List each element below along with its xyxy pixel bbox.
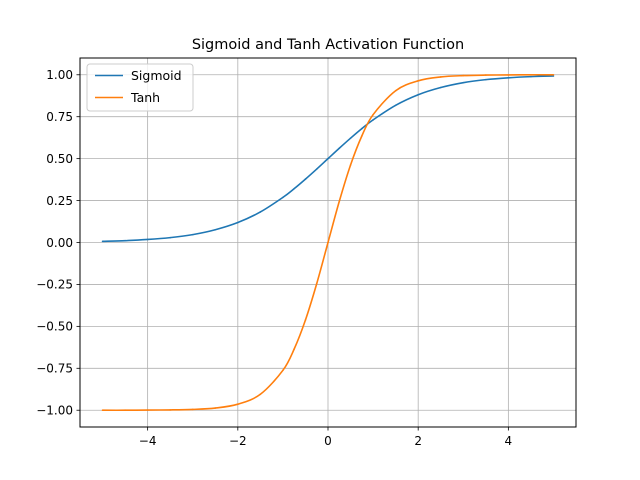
- axis-ticks: −4 −2 0 2 4 1.00 0.75 0.50 0.25 0.00 −0.25 −0.50 −0.…: [36, 68, 512, 448]
- legend: Sigmoid Tanh: [86, 63, 194, 112]
- data-point-sigmoid: [315, 168, 318, 170]
- y-tick-label: −0.75: [36, 362, 73, 376]
- data-point-sigmoid: [394, 104, 397, 107]
- data-point-sigmoid: [507, 76, 510, 79]
- data-point-sigmoid: [439, 86, 442, 89]
- data-point-tanh: [124, 409, 126, 412]
- y-tick-label: 0.50: [46, 152, 73, 166]
- y-tick-label: −1.00: [36, 404, 73, 418]
- data-point-sigmoid: [338, 147, 341, 150]
- y-tick-label: 0.00: [46, 236, 73, 250]
- data-point-tanh: [327, 241, 329, 244]
- data-point-sigmoid: [417, 93, 419, 96]
- y-tick-label: 1.00: [46, 68, 73, 82]
- data-point-tanh: [417, 80, 419, 82]
- data-point-tanh: [485, 74, 487, 76]
- x-tick-label: 2: [414, 434, 422, 448]
- data-point-tanh: [237, 403, 239, 405]
- legend-label-sigmoid: Sigmoid: [131, 68, 182, 83]
- data-point-tanh: [146, 409, 149, 411]
- chart-title: Sigmoid and Tanh Activation Function: [192, 37, 464, 53]
- data-point-sigmoid: [304, 178, 307, 180]
- data-point-tanh: [101, 409, 104, 412]
- data-point-tanh: [293, 348, 295, 350]
- data-point-tanh: [169, 409, 171, 411]
- data-point-sigmoid: [124, 239, 126, 242]
- data-point-tanh: [282, 369, 284, 372]
- y-tick-label: −0.50: [36, 320, 73, 334]
- x-tick-label: 4: [505, 434, 513, 448]
- y-tick-label: 0.25: [46, 194, 73, 208]
- data-point-sigmoid: [214, 228, 217, 231]
- data-point-tanh: [361, 135, 363, 137]
- data-point-sigmoid: [101, 240, 104, 243]
- data-point-tanh: [552, 73, 555, 76]
- data-point-sigmoid: [361, 127, 363, 130]
- x-tick-label: 0: [324, 434, 332, 448]
- data-point-tanh: [439, 76, 442, 78]
- data-point-tanh: [259, 393, 262, 396]
- data-point-sigmoid: [146, 238, 149, 241]
- x-tick-label: −4: [139, 434, 157, 448]
- data-point-tanh: [462, 74, 465, 77]
- data-point-tanh: [394, 89, 397, 92]
- data-point-sigmoid: [530, 75, 532, 78]
- data-point-sigmoid: [293, 187, 295, 190]
- y-tick-label: 0.75: [46, 110, 73, 124]
- series-lines: [101, 73, 555, 412]
- data-point-tanh: [507, 74, 510, 76]
- data-point-tanh: [338, 200, 341, 203]
- y-tick-label: −0.25: [36, 278, 73, 292]
- data-point-tanh: [372, 113, 374, 116]
- data-point-sigmoid: [259, 211, 262, 213]
- data-point-tanh: [315, 282, 318, 285]
- data-point-sigmoid: [169, 236, 171, 239]
- data-point-sigmoid: [462, 81, 465, 84]
- data-point-tanh: [530, 73, 532, 76]
- data-point-sigmoid: [191, 233, 194, 236]
- data-point-tanh: [349, 164, 352, 166]
- data-point-tanh: [214, 407, 217, 409]
- data-point-sigmoid: [372, 119, 374, 121]
- legend-label-tanh: Tanh: [130, 90, 160, 105]
- data-point-tanh: [304, 319, 307, 321]
- data-point-sigmoid: [327, 157, 329, 160]
- data-point-sigmoid: [485, 78, 487, 81]
- data-point-sigmoid: [282, 196, 284, 199]
- data-point-tanh: [191, 408, 194, 411]
- data-point-sigmoid: [349, 137, 352, 139]
- x-tick-label: −2: [229, 434, 247, 448]
- data-point-sigmoid: [237, 221, 239, 224]
